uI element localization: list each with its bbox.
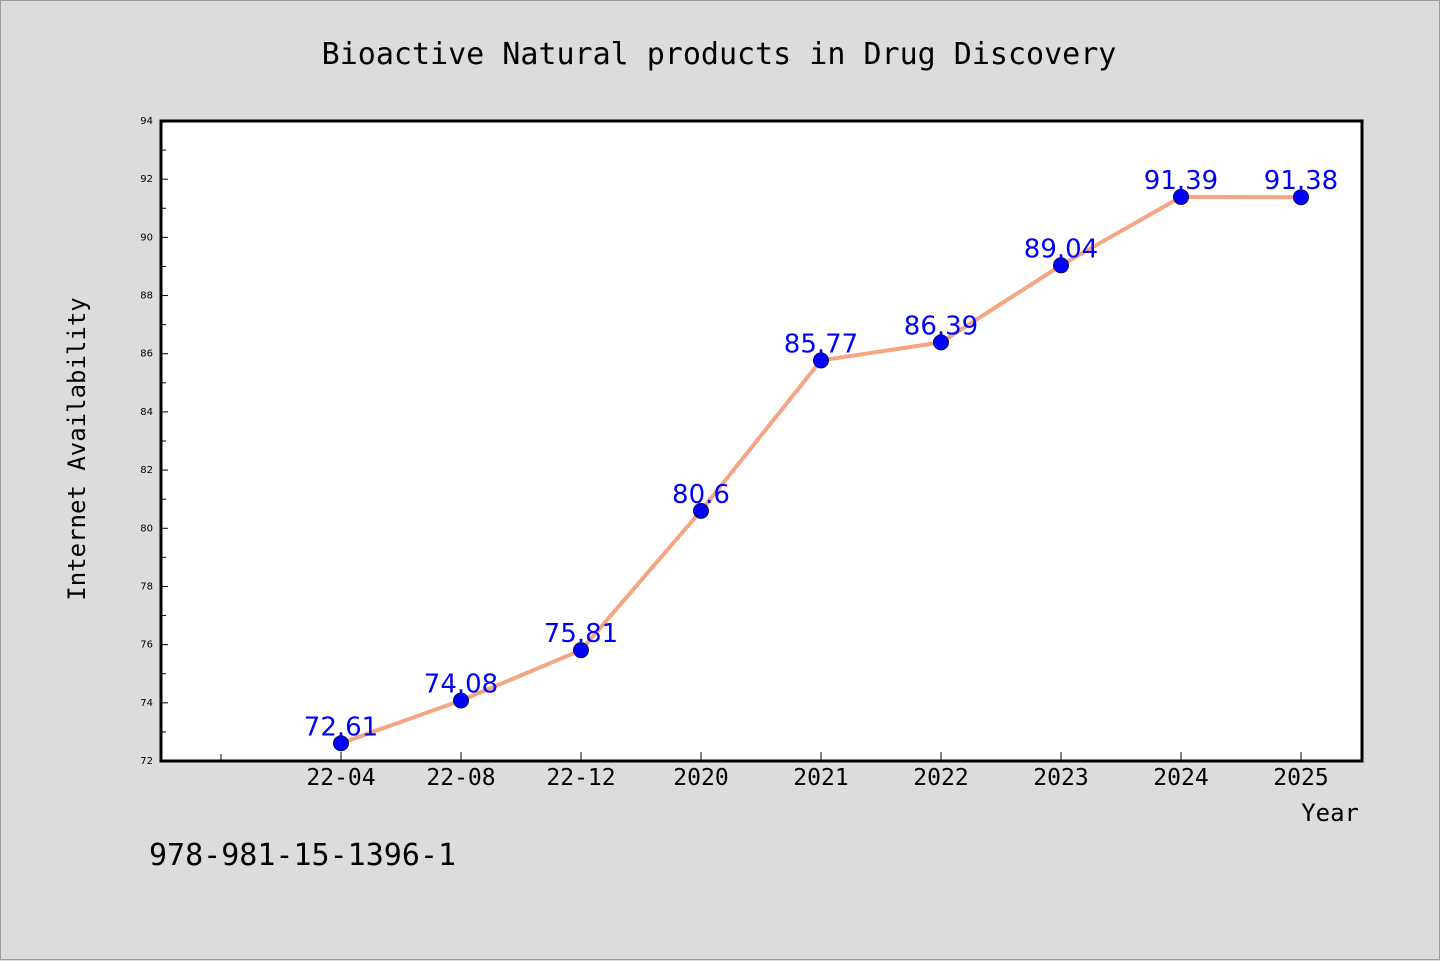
data-label: 74.08: [424, 669, 498, 699]
y-tick-label: 78: [140, 581, 153, 592]
y-tick-label: 90: [140, 232, 153, 243]
data-point: [813, 352, 829, 369]
data-label: 75.81: [544, 619, 618, 649]
y-tick-label: 92: [140, 174, 153, 185]
plot-area: [159, 119, 1364, 763]
data-point: [573, 642, 589, 659]
chart-title: Bioactive Natural products in Drug Disco…: [322, 37, 1117, 72]
series-layer: [333, 188, 1309, 752]
data-point: [1053, 257, 1069, 274]
data-label: 86.39: [904, 311, 978, 341]
x-tick-label: 22-12: [546, 765, 615, 791]
x-tick-label: 2024: [1153, 765, 1208, 791]
y-tick-label: 72: [140, 756, 153, 767]
y-tick-label: 84: [140, 407, 153, 418]
y-tick-label: 82: [140, 465, 153, 476]
y-axis-label: Internet Availability: [63, 297, 91, 600]
y-tick-label: 86: [140, 349, 153, 360]
y-axis: 72 74 76 78 80 82 84 86 88 90 92 94: [140, 116, 168, 767]
data-label: 72.61: [304, 712, 378, 742]
x-axis-label: Year: [1301, 799, 1359, 827]
x-tick-label: 2021: [793, 765, 848, 791]
y-tick-label: 76: [140, 640, 153, 651]
data-point: [933, 334, 949, 351]
data-label: 80.6: [672, 480, 730, 510]
x-axis: 22-04 22-08 22-12 2020 2021 2022 2023 2024 2025: [220, 752, 1329, 791]
data-label: 91.38: [1264, 166, 1338, 196]
x-tick-label: 2020: [673, 765, 728, 791]
y-tick-label: 74: [140, 698, 153, 709]
x-tick-label: 2025: [1273, 765, 1328, 791]
isbn-caption: 978-981-15-1396-1: [149, 838, 456, 873]
x-tick-label: 22-04: [306, 765, 375, 791]
y-tick-label: 80: [140, 523, 153, 534]
data-point: [333, 735, 349, 752]
x-tick-label: 2022: [913, 765, 968, 791]
x-tick-label: 2023: [1033, 765, 1088, 791]
data-point: [453, 692, 469, 709]
y-tick-label: 94: [140, 116, 153, 127]
x-tick-label: 22-08: [426, 765, 495, 791]
data-label: 89.04: [1024, 234, 1098, 264]
data-point: [1293, 189, 1309, 206]
y-tick-label: 88: [140, 291, 153, 302]
data-label: 85.77: [784, 329, 858, 359]
data-point: [693, 502, 709, 519]
data-label: 91.39: [1144, 166, 1218, 196]
data-labels: 72.61 74.08 75.81 80.6 85.77 86.39 89.04 91.39 9…: [304, 166, 1338, 742]
data-point: [1173, 188, 1189, 205]
